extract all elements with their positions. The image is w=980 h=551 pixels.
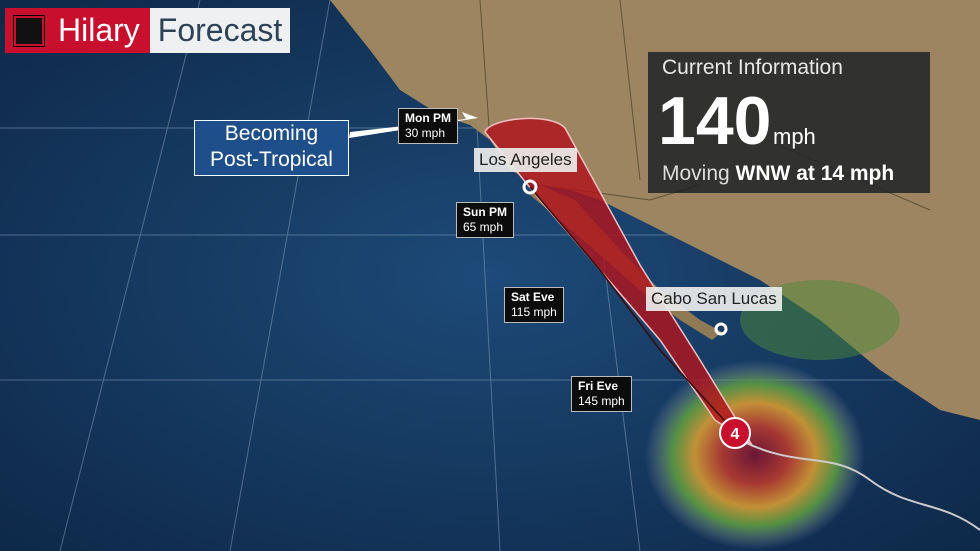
forecast-point-sat-eve: Sat Eve 115 mph <box>504 287 564 323</box>
forecast-point-sun-pm: Sun PM 65 mph <box>456 202 514 238</box>
forecast-track <box>529 186 736 433</box>
wind-speed: 140 <box>658 83 772 159</box>
forecast-point-mon-pm: Mon PM 30 mph <box>398 108 458 144</box>
wind-unit: mph <box>773 124 816 149</box>
title-bar: Hilary Forecast <box>5 8 291 53</box>
hurricane-icon: 4 <box>719 417 751 449</box>
city-cabo-san-lucas: Cabo San Lucas <box>646 287 782 311</box>
title-label: Forecast <box>149 8 291 53</box>
logo-square-icon <box>13 14 45 47</box>
current-info-panel: Current Information 140 mph Moving WNW a… <box>648 52 930 193</box>
storm-name: Hilary <box>58 12 140 48</box>
past-track <box>739 439 980 531</box>
movement-value: WNW at 14 mph <box>735 162 895 185</box>
hurricane-clouds <box>645 360 865 550</box>
movement: Moving WNW at 14 mph <box>662 162 895 185</box>
city-los-angeles: Los Angeles <box>474 148 577 172</box>
category-label: 4 <box>731 426 740 443</box>
info-heading: Current Information <box>662 56 843 79</box>
cabo-marker <box>714 322 728 336</box>
post-tropical-point <box>522 179 538 195</box>
post-tropical-callout: Becoming Post-Tropical <box>194 120 349 176</box>
forecast-cone <box>484 117 753 446</box>
forecast-point-fri-eve: Fri Eve 145 mph <box>571 376 632 412</box>
